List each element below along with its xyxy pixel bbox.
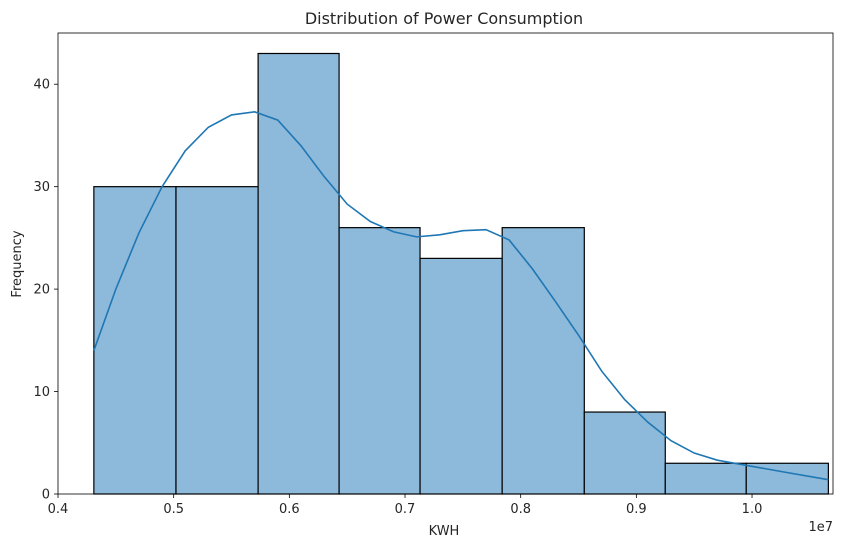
x-tick-label: 0.7 [395,502,416,517]
y-axis-ticks: 0 10 20 30 40 [33,78,58,503]
x-tick-label: 0.9 [626,502,647,517]
y-tick-label: 10 [33,385,50,400]
x-tick-label: 0.5 [163,502,184,517]
histogram-bar-7 [583,411,666,495]
y-axis-label: Frequency [10,230,25,297]
x-tick-label: 1.0 [742,502,763,517]
y-tick-label: 40 [33,78,50,93]
histogram-bar-8 [664,462,747,495]
x-axis-label: KWH [429,524,460,539]
histogram-bar-3 [257,52,340,495]
histogram-bar-2 [175,186,259,495]
histogram-bar-6 [501,227,585,495]
bars-group [93,52,829,495]
histogram-bar-1 [93,186,177,495]
x-tick-label: 0.6 [279,502,300,517]
x-axis-ticks: 0.4 0.5 0.6 0.7 0.8 0.9 1.0 [48,494,763,517]
x-tick-label: 0.4 [48,502,69,517]
kde-line [93,111,829,481]
histogram-bar-4 [338,227,421,495]
histogram-bar-5 [419,257,503,495]
x-tick-label: 0.8 [510,502,531,517]
y-tick-label: 0 [42,488,50,503]
chart-title: Distribution of Power Consumption [305,9,583,28]
plot-frame [57,32,834,495]
y-tick-label: 20 [33,283,50,298]
x-scale-label: 1e7 [808,520,833,535]
y-tick-label: 30 [33,180,50,195]
